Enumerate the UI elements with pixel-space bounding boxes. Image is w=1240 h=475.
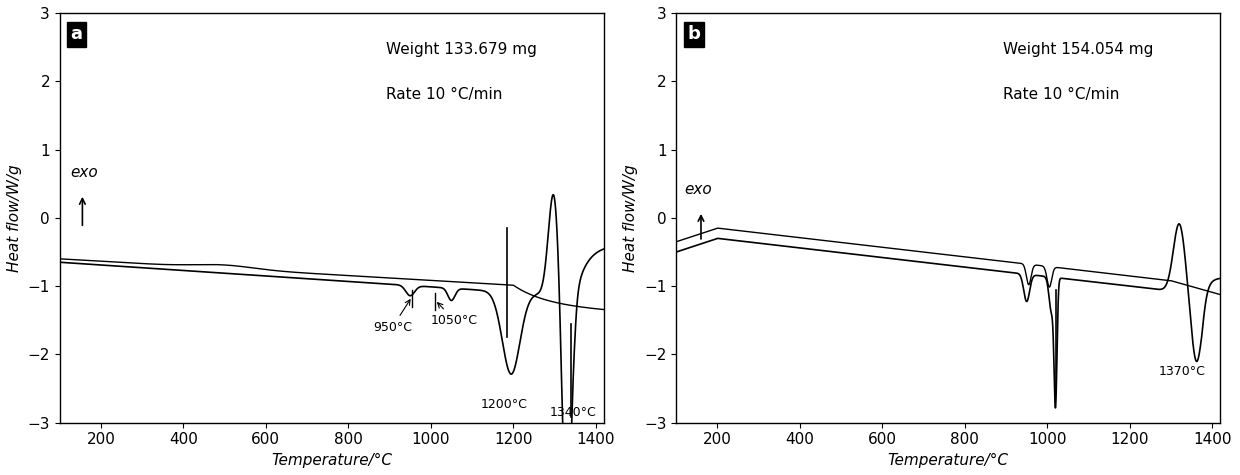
Text: a: a <box>71 25 83 43</box>
Y-axis label: Heat flow/W/g: Heat flow/W/g <box>7 164 22 272</box>
Text: Weight 154.054 mg: Weight 154.054 mg <box>1003 42 1153 57</box>
X-axis label: Temperature/°C: Temperature/°C <box>888 453 1009 468</box>
Text: 950°C: 950°C <box>373 300 412 333</box>
Text: 1200°C: 1200°C <box>480 398 527 411</box>
Text: exo: exo <box>684 182 712 197</box>
Text: Rate 10 °C/min: Rate 10 °C/min <box>386 87 502 102</box>
Text: 1340°C: 1340°C <box>549 406 596 419</box>
Y-axis label: Heat flow/W/g: Heat flow/W/g <box>624 164 639 272</box>
Text: Weight 133.679 mg: Weight 133.679 mg <box>386 42 537 57</box>
Text: Rate 10 °C/min: Rate 10 °C/min <box>1003 87 1120 102</box>
Text: 1370°C: 1370°C <box>1158 365 1205 378</box>
Text: exo: exo <box>69 165 98 180</box>
Text: b: b <box>687 25 701 43</box>
X-axis label: Temperature/°C: Temperature/°C <box>272 453 392 468</box>
Text: 1050°C: 1050°C <box>430 303 477 327</box>
